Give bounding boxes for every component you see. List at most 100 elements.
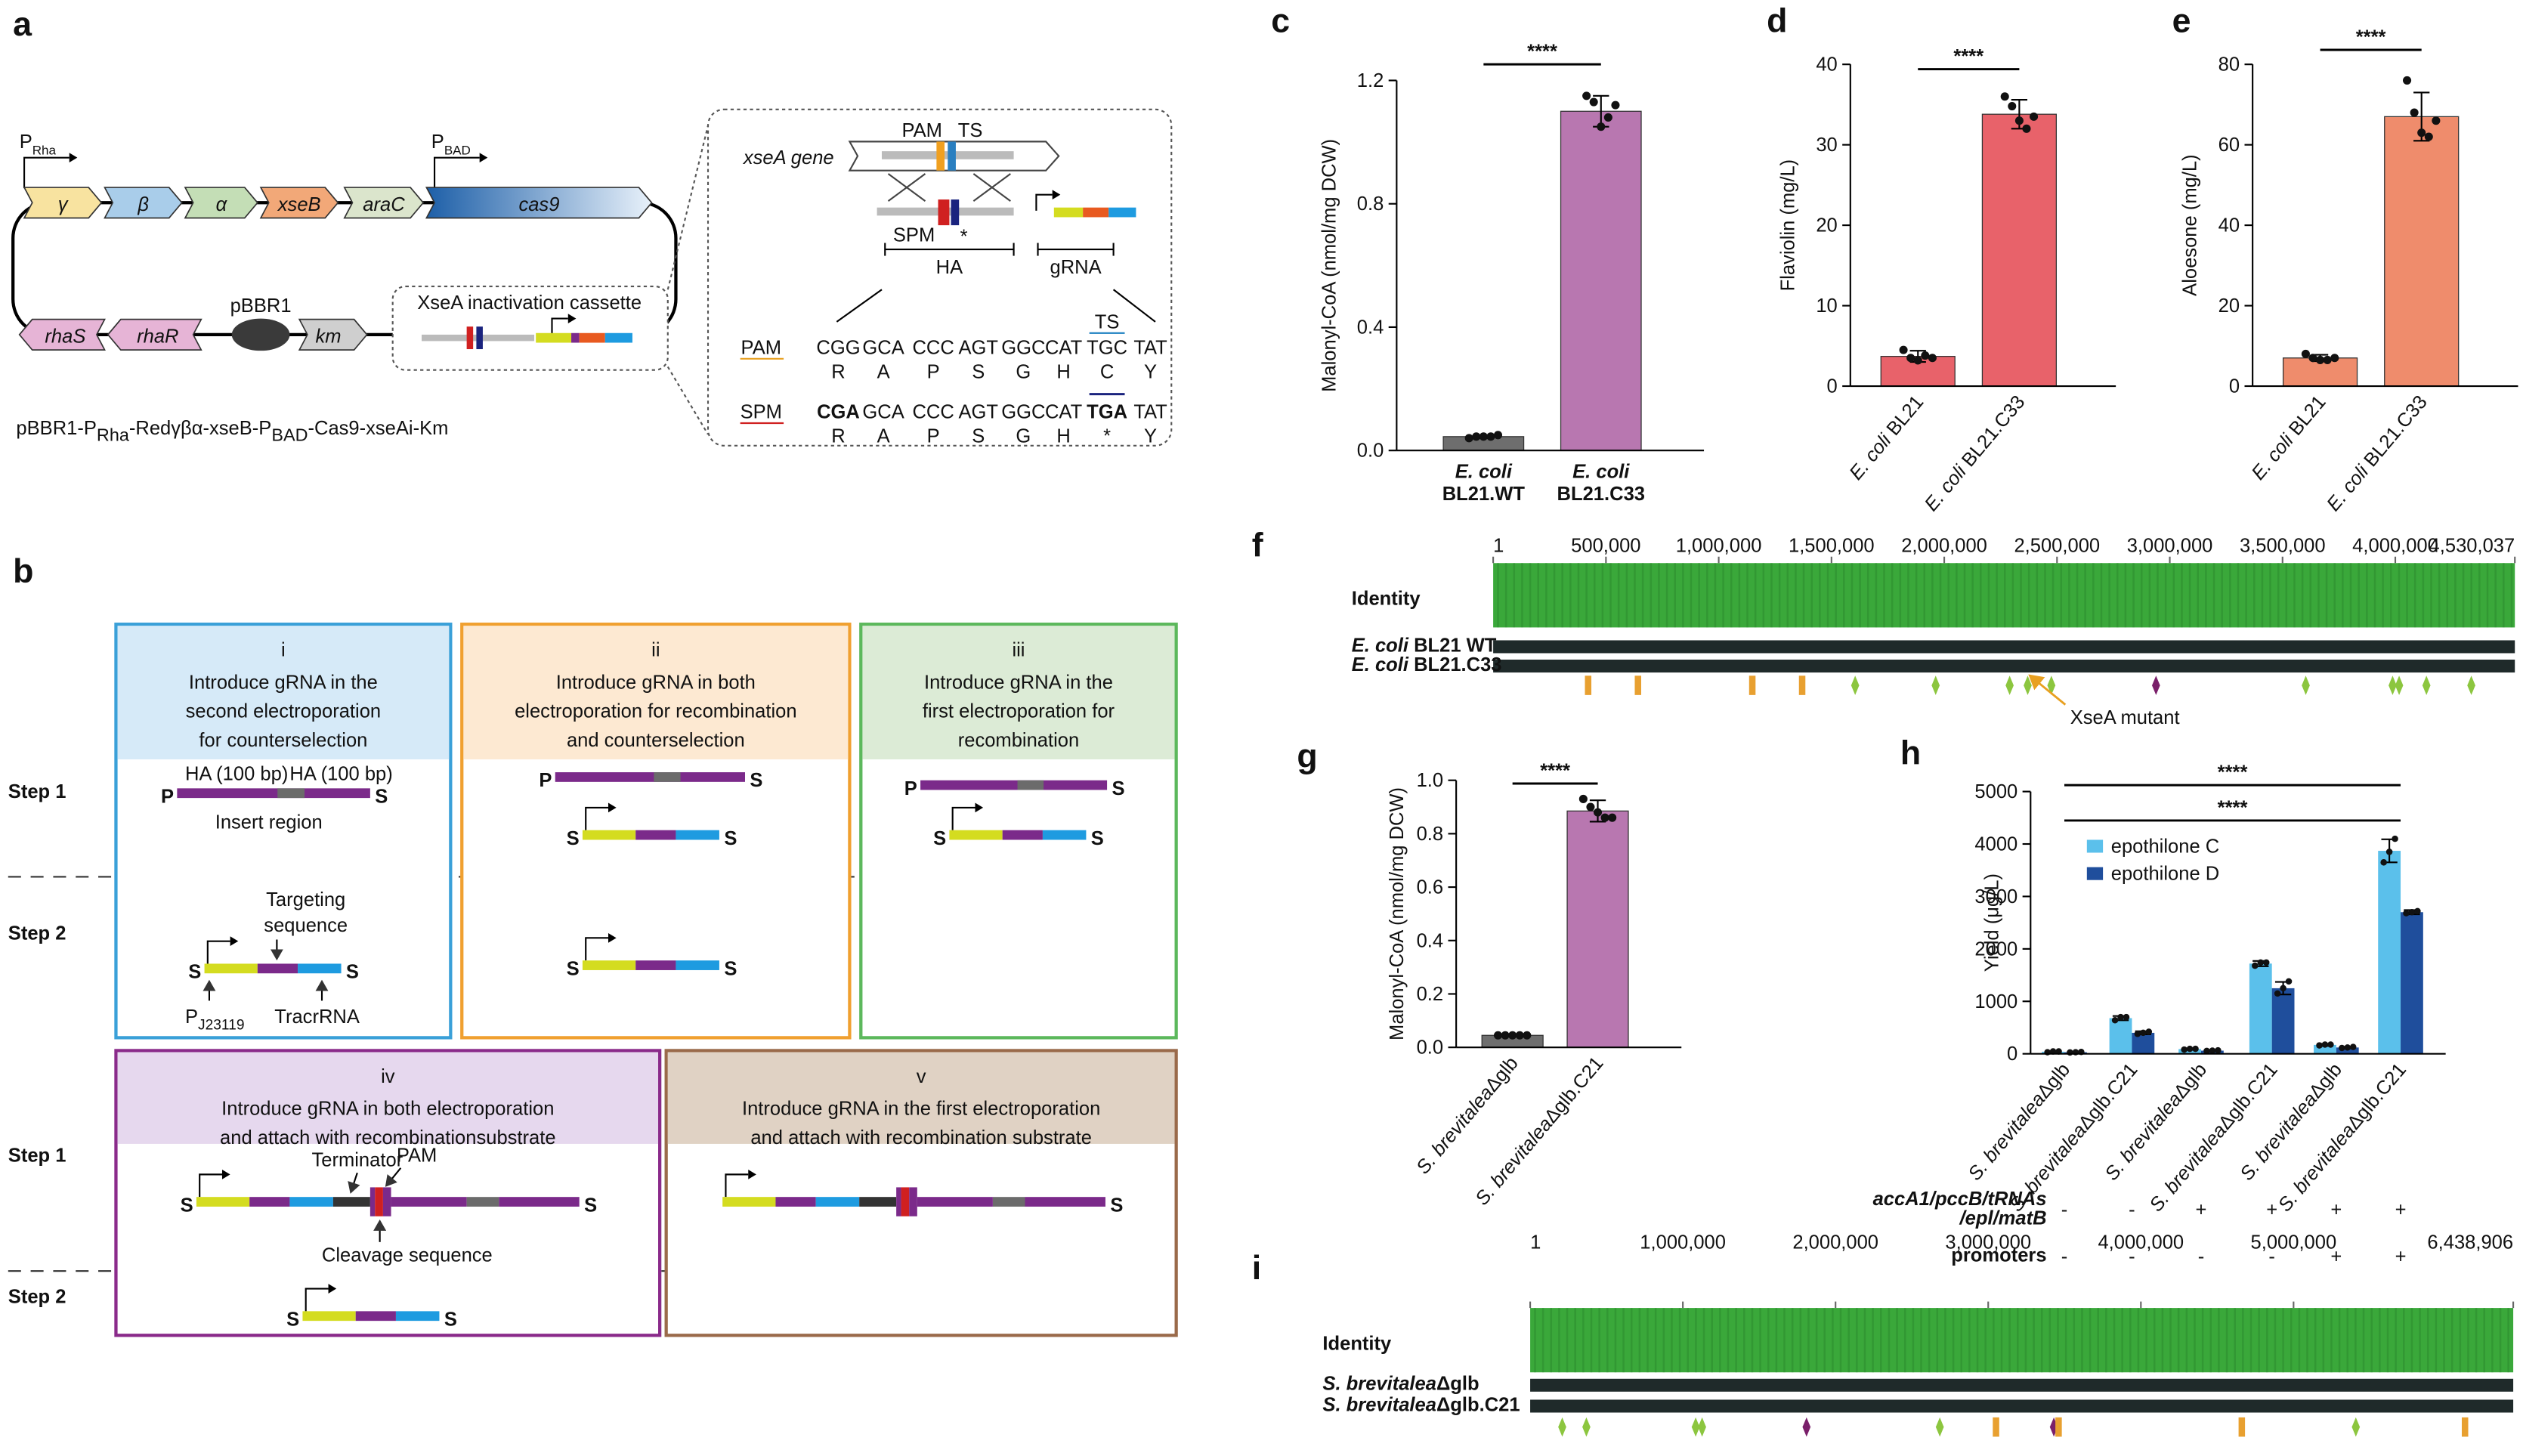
shape: [1108, 207, 1136, 218]
text-part: P: [185, 1006, 198, 1028]
y-tick-label: 1.2: [1357, 70, 1384, 91]
data-point: [2410, 108, 2419, 117]
shape: [949, 830, 1003, 840]
legend-swatch: [2086, 839, 2104, 853]
bar: [2271, 988, 2295, 1054]
strategy-title: recombination: [958, 730, 1079, 751]
variant-marker: [2467, 675, 2475, 695]
data-point: [2323, 355, 2332, 364]
bar: [1981, 113, 2058, 387]
variant-marker: [2395, 675, 2404, 695]
arrowhead: [748, 1169, 756, 1179]
panel-label: c: [1271, 3, 1290, 40]
identity-label: Identity: [1322, 1333, 1392, 1354]
segment: [896, 1187, 901, 1216]
annotation: PAM: [397, 1145, 437, 1166]
x-tick-label: BL21.WT: [1442, 484, 1526, 505]
promoter-arrow: [585, 806, 609, 830]
amino-acid: *: [1103, 426, 1111, 447]
data-point: [1501, 1031, 1510, 1040]
strategy-title: first electroporation for: [923, 701, 1115, 722]
segment: [909, 1187, 917, 1216]
bar: [1566, 810, 1629, 1048]
amino-acid: Y: [1144, 426, 1157, 447]
promoter-arrow: [23, 156, 70, 189]
end-letter: S: [1112, 778, 1124, 799]
y-tick-label: 40: [2218, 215, 2240, 236]
end-letter: P: [161, 787, 174, 808]
data-point: [1486, 432, 1495, 441]
amino-acid: G: [1016, 426, 1031, 447]
crossover: [972, 173, 1011, 202]
x-tick-label: E. coli: [1572, 461, 1630, 482]
strategy-header: [463, 626, 849, 760]
amino-acid: R: [831, 426, 845, 447]
variant-marker: [2302, 675, 2310, 695]
track-label: E. coli BL21 WT: [1352, 635, 1497, 656]
x-tick-label: 1,500,000: [1789, 535, 1875, 556]
end-letter: S: [724, 958, 737, 979]
spm-label: SPM: [893, 224, 935, 246]
shape: [938, 199, 950, 226]
y-tick-label: 10: [1816, 295, 1837, 317]
y-tick-label: 0.0: [1417, 1037, 1444, 1059]
y-axis-label: Flaviolin (mg/L): [1777, 159, 1798, 292]
shape: [466, 326, 474, 350]
data-point: [2316, 355, 2325, 364]
strategy-header: [667, 1052, 1175, 1144]
data-point: [2192, 1045, 2199, 1053]
legend-label: epothilone D: [2111, 864, 2219, 885]
data-point: [1508, 1031, 1517, 1040]
annotation: Cleavage sequence: [322, 1244, 493, 1266]
inset-box: [707, 108, 1173, 447]
gene-label: km: [315, 326, 341, 348]
pointer: [385, 1167, 402, 1187]
text-part: Δglb.C21: [2075, 1059, 2142, 1134]
insert-bar: [177, 788, 370, 799]
significance-label: ****: [1540, 760, 1570, 781]
ts-label: TS: [1095, 311, 1120, 332]
condition-label: accA1/pccB/tRNAs: [1873, 1189, 2047, 1210]
y-tick-label: 0.8: [1357, 193, 1384, 215]
segment: [369, 1187, 376, 1216]
gene-arrow: [184, 187, 258, 219]
text-part: BAD: [444, 143, 471, 157]
shape: [1002, 830, 1043, 840]
text-part: BL21 WT: [1408, 635, 1497, 656]
text-part: P: [20, 131, 32, 153]
segment: [992, 1197, 1025, 1207]
end-letter: S: [567, 958, 580, 979]
codon: CGA: [817, 402, 860, 423]
data-point: [2000, 92, 2009, 101]
amino-acid: Y: [1144, 361, 1157, 382]
data-point: [2403, 910, 2410, 917]
legend-swatch: [2086, 867, 2104, 880]
amino-acid: H: [1056, 426, 1070, 447]
text-part: -Redγβα-xseB-P: [129, 418, 271, 439]
gene-label: rhaS: [45, 326, 85, 348]
cassette-label: XseA inactivation cassette: [417, 292, 642, 314]
segment: [859, 1197, 897, 1207]
promoter-label: PBAD: [431, 131, 471, 158]
track-label: S. brevitaleaΔglb.C21: [1322, 1394, 1520, 1415]
x-tick-label: 2,500,000: [2014, 535, 2100, 556]
strategy-title: and attach with recombinationsubstrate: [220, 1127, 556, 1148]
data-point: [2117, 1013, 2124, 1021]
gene-arrow: [107, 318, 203, 351]
end-letter: S: [181, 1195, 193, 1216]
arrowhead: [221, 1169, 230, 1179]
y-tick-label: 0: [1827, 376, 1838, 397]
significance-label: ****: [1527, 42, 1557, 63]
shape: [579, 332, 605, 343]
panel-label: e: [2172, 3, 2191, 40]
gene-label: cas9: [518, 194, 559, 215]
data-point: [1906, 354, 1915, 363]
variant-marker: [1802, 1417, 1811, 1437]
strategy-header: [862, 626, 1175, 760]
zoom-line: [1112, 289, 1156, 323]
identity-label: Identity: [1352, 589, 1421, 610]
text-part: Δglb.C21: [1541, 1053, 1608, 1127]
codon: AGT: [958, 402, 998, 423]
shape: [676, 830, 719, 840]
panel-label: d: [1767, 3, 1787, 40]
